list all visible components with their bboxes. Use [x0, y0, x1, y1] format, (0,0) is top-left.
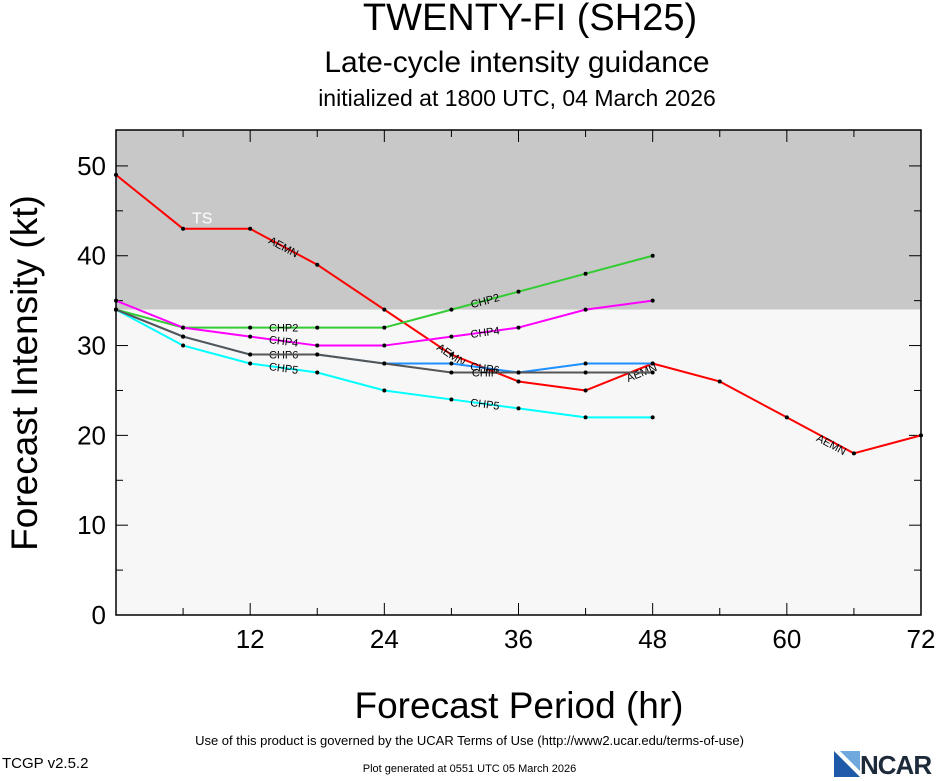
- series-point-chp5: [449, 397, 454, 402]
- y-tick-label: 0: [92, 600, 106, 630]
- series-point-aemn: [248, 226, 253, 231]
- series-point-chp4: [583, 307, 588, 312]
- y-tick-label: 10: [77, 510, 106, 540]
- x-tick-label: 60: [772, 624, 801, 654]
- series-point-aemn: [717, 379, 722, 384]
- x-tick-label: 36: [504, 624, 533, 654]
- series-point-chp5: [583, 415, 588, 420]
- series-point-chip: [315, 352, 320, 357]
- chart-title: TWENTY-FI (SH25): [363, 0, 697, 39]
- series-point-chip: [248, 352, 253, 357]
- series-point-chp6: [583, 361, 588, 366]
- chart-initialized: initialized at 1800 UTC, 04 March 2026: [318, 85, 716, 111]
- series-point-chip: [114, 307, 118, 312]
- series-point-chp2: [315, 325, 320, 330]
- series-point-aemn: [181, 226, 186, 231]
- series-point-aemn: [516, 379, 521, 384]
- series-point-chip: [449, 370, 454, 375]
- series-point-chp4: [382, 343, 387, 348]
- series-point-chp4: [315, 343, 320, 348]
- x-tick-label: 24: [370, 624, 399, 654]
- series-point-chp2: [650, 253, 655, 258]
- series-point-chp2: [382, 325, 387, 330]
- series-point-chip: [382, 361, 387, 366]
- generated-timestamp: Plot generated at 0551 UTC 05 March 2026: [362, 763, 577, 775]
- ncar-logo-text: NCAR: [860, 750, 932, 780]
- series-point-chp5: [382, 388, 387, 393]
- y-tick-label: 50: [77, 151, 106, 181]
- series-point-chp4: [114, 298, 118, 303]
- series-point-chip: [583, 370, 588, 375]
- series-point-aemn: [919, 433, 923, 438]
- x-tick-label: 48: [638, 624, 667, 654]
- series-label-chp4: CHP4: [470, 325, 501, 341]
- series-point-aemn: [114, 172, 118, 177]
- series-point-aemn: [315, 262, 320, 267]
- band-label-ts: TS: [192, 210, 212, 227]
- series-point-chp4: [248, 334, 253, 339]
- series-point-chp5: [516, 406, 521, 411]
- series-point-aemn: [583, 388, 588, 393]
- version-label: TCGP v2.5.2: [2, 755, 89, 772]
- y-axis-label: Forecast Intensity (kt): [4, 195, 45, 551]
- series-point-aemn: [851, 451, 856, 456]
- series-point-chp2: [583, 271, 588, 276]
- series-point-chp5: [315, 370, 320, 375]
- series-point-chp6: [650, 361, 655, 366]
- series-point-aemn: [449, 352, 454, 357]
- series-point-chp2: [516, 289, 521, 294]
- ncar-logo-icon: [834, 751, 860, 777]
- chart-subtitle: Late-cycle intensity guidance: [324, 46, 709, 79]
- x-axis-label: Forecast Period (hr): [355, 685, 684, 726]
- series-point-chp2: [449, 307, 454, 312]
- series-label-chp5: CHP5: [268, 361, 299, 377]
- series-point-aemn: [784, 415, 789, 420]
- series-point-chp4: [449, 334, 454, 339]
- series-point-chp5: [650, 415, 655, 420]
- series-point-chp5: [181, 343, 186, 348]
- series-point-chp5: [248, 361, 253, 366]
- series-point-chp4: [181, 325, 186, 330]
- x-tick-label: 12: [236, 624, 265, 654]
- y-tick-label: 40: [77, 241, 106, 271]
- series-point-chp4: [650, 298, 655, 303]
- intensity-band-below-ts: [116, 309, 921, 615]
- y-tick-label: 20: [77, 420, 106, 450]
- x-tick-label: 72: [907, 624, 936, 654]
- ncar-logo: NCAR: [832, 748, 939, 780]
- series-point-chip: [650, 370, 655, 375]
- series-label-chip: CHIP: [472, 368, 498, 380]
- series-point-aemn: [382, 307, 387, 312]
- terms-of-use: Use of this product is governed by the U…: [195, 733, 744, 748]
- series-label-chp4: CHP4: [268, 334, 299, 350]
- series-point-chip: [516, 370, 521, 375]
- series-label-chp2: CHP2: [269, 323, 298, 335]
- series-point-chp2: [248, 325, 253, 330]
- series-label-chp5: CHP5: [469, 397, 500, 413]
- series-point-chp4: [516, 325, 521, 330]
- series-point-chip: [181, 334, 186, 339]
- series-point-chp6: [449, 361, 454, 366]
- y-tick-label: 30: [77, 331, 106, 361]
- intensity-band-ts: [116, 130, 921, 310]
